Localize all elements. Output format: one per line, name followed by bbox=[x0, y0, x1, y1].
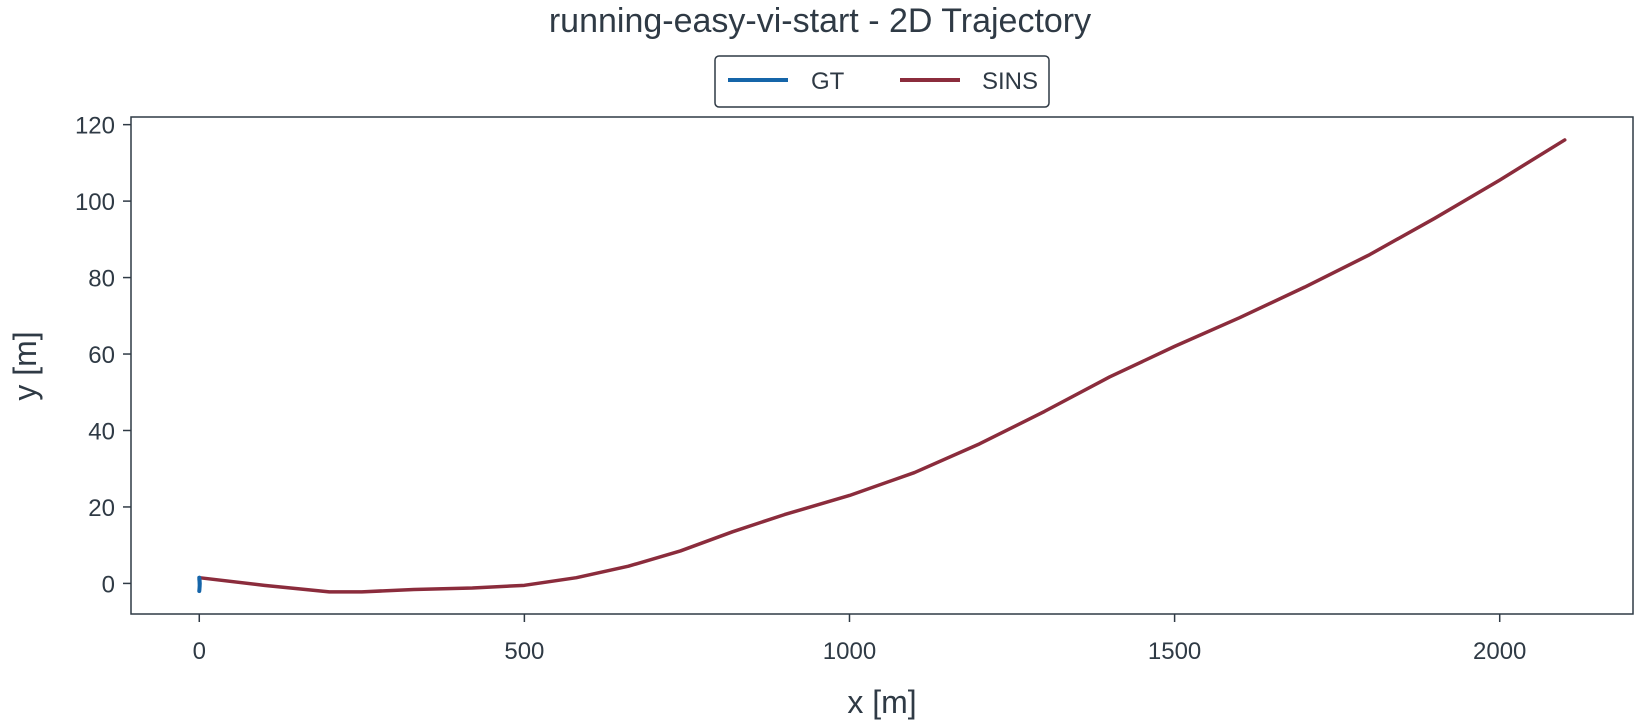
y-tick-label: 100 bbox=[75, 189, 115, 216]
x-tick-label: 1500 bbox=[1148, 638, 1201, 665]
plot-area bbox=[130, 116, 1634, 615]
y-axis: 0 20 40 60 80 100 120 bbox=[75, 113, 131, 598]
y-tick-label: 20 bbox=[88, 495, 115, 522]
y-tick-label: 120 bbox=[75, 113, 115, 140]
x-axis: 0 500 1000 1500 2000 bbox=[193, 614, 1526, 665]
y-tick-label: 80 bbox=[88, 266, 115, 293]
x-tick-label: 2000 bbox=[1473, 638, 1526, 665]
x-axis-label: x [m] bbox=[847, 684, 916, 720]
y-tick-label: 40 bbox=[88, 418, 115, 445]
series-line-sins bbox=[197, 138, 1567, 594]
series-line-gt bbox=[197, 575, 202, 594]
series-layer bbox=[197, 138, 1567, 594]
chart-title: running-easy-vi-start - 2D Trajectory bbox=[549, 2, 1091, 40]
legend: GT SINS bbox=[714, 55, 1050, 108]
legend-label-sins: SINS bbox=[982, 68, 1038, 95]
x-tick-label: 500 bbox=[504, 638, 544, 665]
y-axis-label: y [m] bbox=[7, 331, 43, 400]
legend-label-gt: GT bbox=[811, 68, 845, 95]
x-tick-label: 0 bbox=[193, 638, 206, 665]
x-tick-label: 1000 bbox=[823, 638, 876, 665]
y-tick-label: 0 bbox=[102, 571, 115, 598]
y-tick-label: 60 bbox=[88, 342, 115, 369]
legend-box bbox=[714, 55, 1050, 108]
